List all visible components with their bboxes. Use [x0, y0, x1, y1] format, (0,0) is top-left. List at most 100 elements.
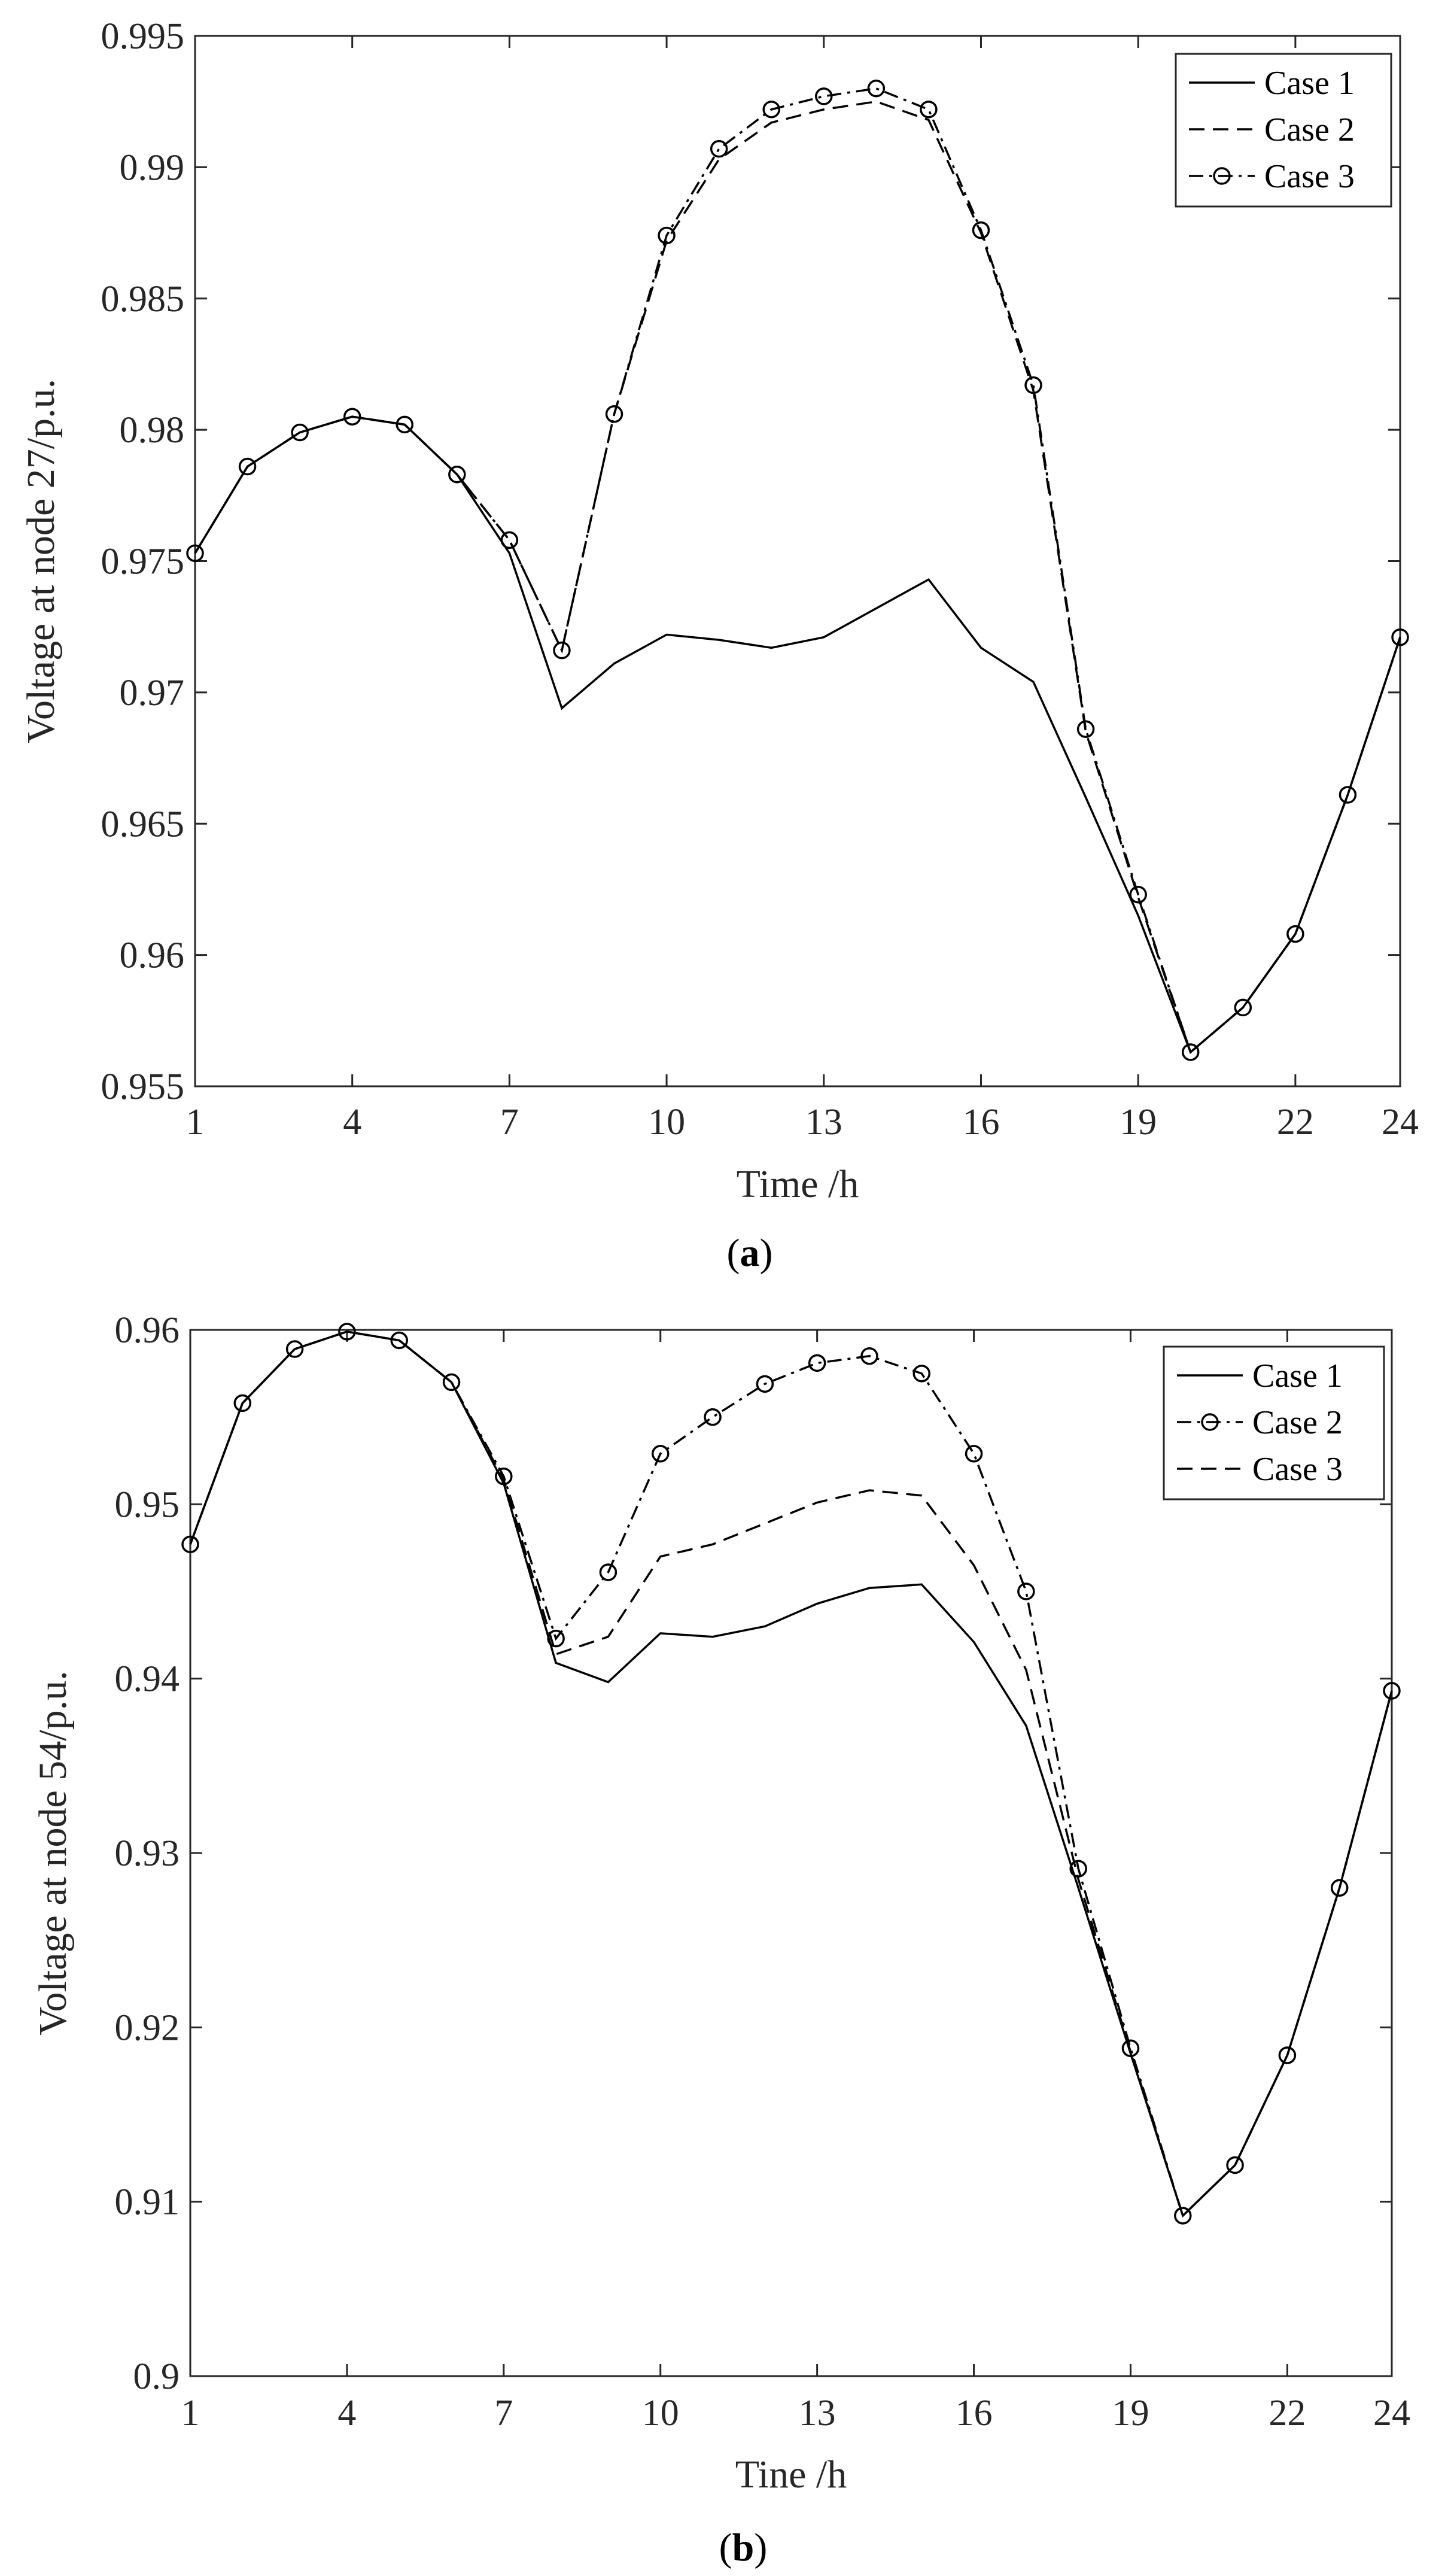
legend-label: Case 1	[1252, 1357, 1343, 1395]
x-tick-label: 22	[1277, 1102, 1314, 1143]
data-point	[860, 1347, 878, 1365]
legend-box	[1163, 1345, 1385, 1500]
legend-label: Case 2	[1264, 111, 1355, 148]
x-tick-label: 16	[956, 2393, 993, 2434]
y-tick-label: 0.995	[101, 16, 185, 57]
data-point	[338, 1323, 356, 1341]
x-tick-label: 13	[799, 2393, 836, 2434]
data-point	[1076, 720, 1095, 739]
legend-label: Case 1	[1264, 65, 1355, 102]
x-tick-label: 4	[337, 2393, 356, 2434]
panel-caption: (a)	[727, 1231, 773, 1275]
data-point	[1286, 925, 1304, 943]
data-point	[1017, 1582, 1035, 1600]
data-point	[291, 423, 309, 442]
y-tick-label: 0.91	[115, 2182, 180, 2223]
data-point	[547, 1629, 565, 1648]
data-point	[495, 1467, 513, 1486]
y-tick-label: 0.96	[120, 935, 185, 976]
x-tick-label: 24	[1382, 1102, 1419, 1143]
data-point	[181, 1535, 199, 1554]
data-point	[500, 531, 519, 549]
data-point	[808, 1354, 826, 1372]
y-tick-label: 0.94	[115, 1659, 180, 1700]
data-point	[658, 226, 676, 245]
x-tick-label: 10	[642, 2393, 679, 2434]
data-point	[238, 457, 257, 476]
data-point	[1129, 885, 1147, 904]
data-point	[285, 1340, 304, 1358]
legend-label: Case 2	[1252, 1404, 1343, 1441]
y-tick-label: 0.98	[120, 410, 185, 451]
x-tick-label: 7	[500, 1102, 519, 1143]
data-point	[710, 139, 728, 158]
chart-panel-b: 1 4 7 10 13 16 19 22 24 0.9 0.91 0.92 0.93 0.94 0.95 0.…	[31, 1310, 1410, 2569]
legend-marker	[1213, 167, 1231, 185]
data-point	[390, 1331, 408, 1350]
y-tick-label: 0.97	[120, 673, 185, 713]
data-point	[965, 1445, 983, 1463]
legend-marker	[1201, 1413, 1219, 1431]
data-point	[1181, 1043, 1200, 1061]
data-point	[1174, 2207, 1192, 2225]
data-point	[1121, 2039, 1140, 2058]
y-tick-label: 0.96	[115, 1310, 180, 1351]
data-point	[1234, 998, 1252, 1017]
series-line	[189, 1330, 1393, 2218]
x-tick-label: 7	[494, 2393, 513, 2434]
x-tick-label: 22	[1269, 2393, 1306, 2434]
data-point	[1339, 786, 1357, 804]
data-point	[448, 465, 466, 484]
y-tick-label: 0.92	[115, 2007, 180, 2048]
y-tick-label: 0.955	[101, 1067, 185, 1107]
panel-caption: (b)	[719, 2526, 768, 2569]
chart-panel-a: 1 4 7 10 13 16 19 22 24 0.955 0.96 0.965 0.97 0.975 0.…	[19, 16, 1419, 1275]
data-point	[912, 1365, 931, 1383]
y-axis-title: Voltage at node 54/p.u.	[31, 1670, 75, 2035]
y-tick-label: 0.9	[133, 2356, 180, 2397]
x-tick-label: 13	[805, 1102, 842, 1143]
data-point	[1383, 1682, 1401, 1700]
data-point	[553, 641, 571, 660]
y-tick-label: 0.975	[101, 542, 185, 582]
y-tick-label: 0.985	[101, 279, 185, 320]
legend-label: Case 3	[1264, 158, 1355, 195]
legend-label: Case 3	[1252, 1451, 1343, 1488]
data-point	[762, 101, 780, 119]
y-axis-title: Voltage at node 27/p.u.	[19, 379, 63, 743]
y-tick-label: 0.93	[115, 1833, 180, 1874]
x-axis-title: Tine /h	[735, 2453, 847, 2496]
data-point	[233, 1394, 252, 1412]
y-tick-label: 0.95	[115, 1484, 180, 1525]
data-point	[651, 1445, 670, 1463]
data-point	[1024, 376, 1042, 394]
x-tick-label: 24	[1373, 2393, 1410, 2434]
y-tick-label: 0.99	[120, 147, 185, 188]
series-line	[194, 100, 1401, 1055]
data-point	[186, 544, 204, 563]
x-tick-label: 1	[181, 2393, 200, 2434]
data-point	[756, 1375, 774, 1393]
data-point	[867, 80, 886, 98]
data-point	[1278, 2046, 1297, 2064]
data-point	[815, 87, 833, 105]
x-tick-label: 1	[186, 1102, 205, 1143]
data-point	[972, 221, 990, 239]
data-point	[605, 405, 623, 423]
data-point	[442, 1373, 461, 1392]
data-point	[1330, 1879, 1349, 1897]
data-point	[396, 415, 414, 434]
data-point	[920, 101, 938, 119]
x-tick-label: 16	[962, 1102, 999, 1143]
data-point	[599, 1563, 618, 1581]
x-tick-label: 10	[648, 1102, 685, 1143]
y-tick-label: 0.965	[101, 804, 185, 845]
x-tick-label: 19	[1120, 1102, 1157, 1143]
x-tick-label: 4	[343, 1102, 361, 1143]
legend-box	[1175, 53, 1392, 208]
data-point	[1391, 628, 1409, 646]
x-tick-label: 19	[1112, 2393, 1149, 2434]
x-axis-title: Time /h	[737, 1162, 859, 1206]
